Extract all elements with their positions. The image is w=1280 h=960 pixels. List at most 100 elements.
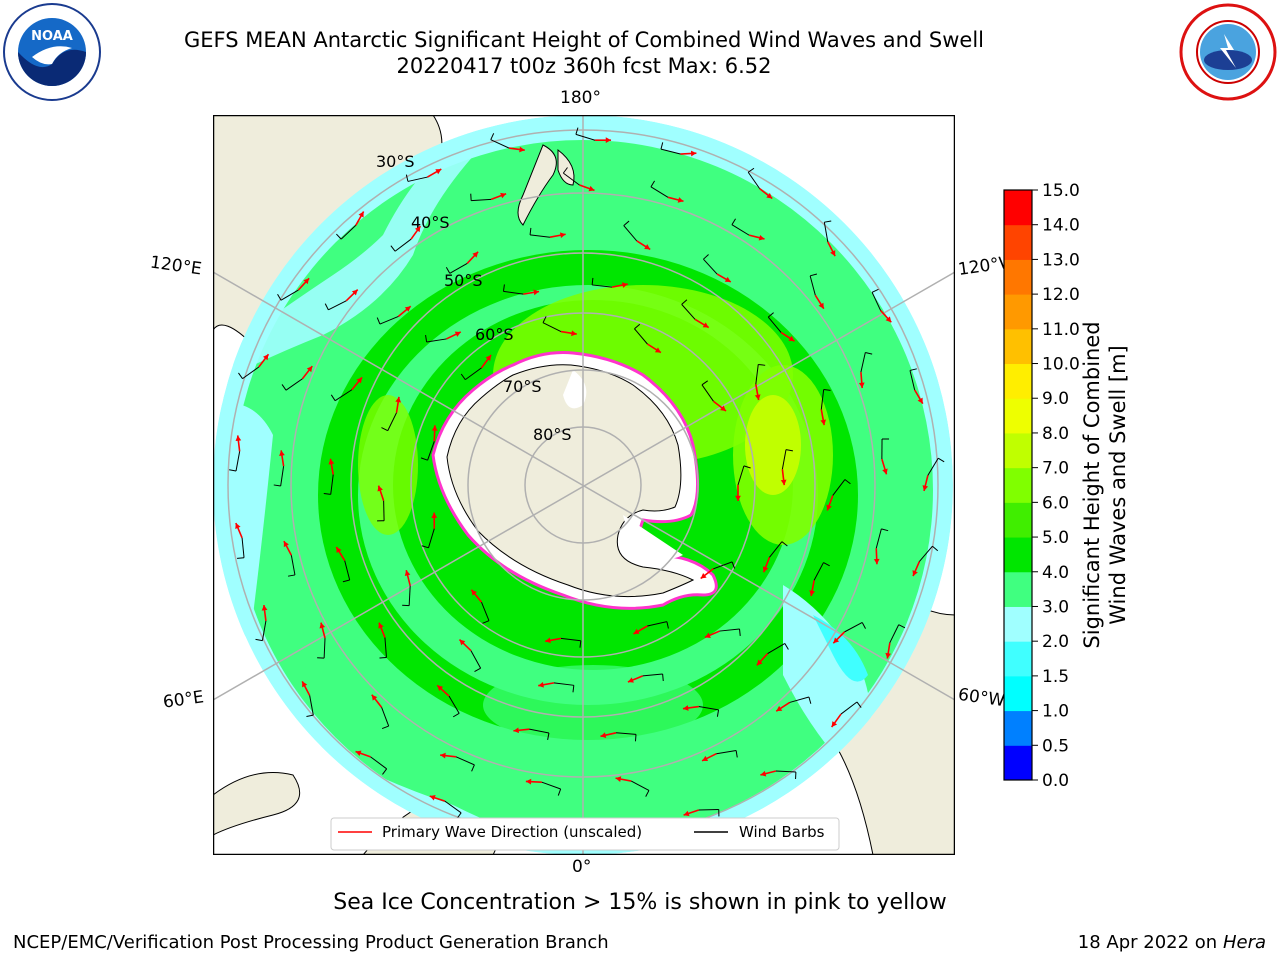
wave-direction-arrowhead [404,570,411,576]
wind-barb [701,384,714,402]
colorbar-swatch [1004,363,1032,399]
wind-barb [481,601,490,621]
wind-barb [242,366,260,380]
wave-direction-arrowhead [644,244,651,250]
colorbar: 0.0 0.5 1.0 1.5 2.0 3.0 4.0 5.0 6.0 7.0 8.0 9.0 10.0… [1003,181,1080,790]
lon-label-0: 0° [572,857,592,877]
colorbar-tick-label: 8.0 [1042,424,1069,444]
wave-direction-arrowhead [454,331,461,337]
wind-barb [323,638,326,659]
colorbar-swatch [1004,502,1032,538]
wind-barb-feather [785,449,793,452]
wind-barb [449,263,468,274]
wind-barb [444,800,462,814]
wind-barb [542,322,562,333]
wind-barb-feather [823,562,830,567]
wind-barb [875,528,882,549]
wind-barb-feather [420,457,428,461]
lat-label-70: 70°S [503,377,542,396]
wind-barb-feather [662,673,664,682]
wave-direction-arrowhead [519,146,525,153]
wind-barb-feather [758,363,766,366]
wave-direction-arrowhead [336,546,342,553]
wave-direction-arrowhead [780,479,787,486]
wind-barb [408,585,411,606]
wind-barb [379,315,399,325]
wave-direction-arrowhead [654,347,661,353]
wave-direction-arrowhead [766,192,773,199]
wind-barb [642,673,663,677]
wind-barb-feather [542,316,547,323]
wind-barb-feather [529,227,532,235]
wave-direction-arrowhead [437,685,444,691]
wave-direction-arrowhead [378,622,384,629]
wind-barb-feather [823,389,831,391]
wind-barb [384,637,387,658]
wave-direction-arrowhead [395,396,402,403]
colorbar-swatch [1004,432,1032,469]
wave-direction-arrowhead [615,776,622,782]
wind-barb [575,133,596,141]
wave-direction-arrowhead [682,705,689,711]
legend-wind-barbs-label: Wind Barbs [739,823,825,841]
noaa-logo-icon: NOAA [3,3,101,101]
legend-box [330,817,840,851]
colorbar-tick-label: 11.0 [1042,320,1080,340]
wave-direction-arrowhead [622,282,628,288]
wave-direction-arrowhead [833,637,840,644]
weddell-ice-shelf [623,515,683,560]
wind-barb-feather [572,685,575,693]
wind-barb [407,176,428,182]
colorbar-tick-label: 4.0 [1042,563,1069,583]
wave-direction-arrowhead [882,468,888,475]
noaa-logo-text: NOAA [31,29,73,44]
wind-barb [529,728,550,734]
wave-direction-arrowhead [351,289,358,296]
wave-direction-arrowhead [471,589,477,596]
wave-direction-arrowhead [605,137,612,144]
colorbar-tick-label: 6.0 [1042,493,1069,513]
wave-direction-arrowhead [435,169,442,175]
colorbar-swatch [1004,259,1032,295]
plot-title: GEFS MEAN Antarctic Significant Height o… [183,28,985,52]
wind-barb [820,389,825,410]
wind-barb-feather [425,334,428,343]
wind-barb [465,367,482,381]
wind-barb [560,637,581,642]
wind-barb [747,171,761,189]
wind-barb [889,624,900,643]
wind-barb-feather [474,667,481,673]
wind-barb [428,528,435,548]
wave-direction-arrowhead [588,185,595,192]
wind-barb [616,732,637,735]
wind-barb-feather [490,133,495,140]
wave-direction-arrowhead [319,622,326,629]
colorbar-label-line2: Wind Waves and Swell [m] [1106,345,1130,625]
wave-direction-arrowhead [820,419,827,426]
wave-direction-arrowhead [261,605,268,611]
wind-barb-feather [701,380,709,386]
wind-barb [731,224,750,236]
wave-direction-arrowhead [358,211,364,218]
footer-date-text: 18 Apr 2022 on [1077,932,1223,953]
wind-barb-feather [865,352,873,355]
wave-direction-arrowhead [545,637,551,644]
wind-barb-feather [909,368,917,371]
wind-barb-feather [471,764,475,772]
wind-barb-feather [482,620,490,624]
wave-direction-arrowhead [917,397,923,404]
wind-barb [755,364,759,385]
wind-barb [823,222,829,242]
colorbar-tick-label: 3.0 [1042,597,1069,617]
colorbar-label-line1: Significant Height of Combined [1080,321,1104,649]
wind-barb-feather [824,220,832,223]
wind-barb [503,290,524,295]
wind-barb [330,474,334,495]
wind-barb [623,225,638,242]
colorbar-tick-label: 0.0 [1042,771,1069,790]
wind-barb-feather [660,142,664,150]
wind-barb-feather [460,373,466,380]
wave-direction-arrowhead [371,694,378,701]
antarctica-landmass [446,364,695,598]
wave-direction-arrowhead [533,289,540,296]
